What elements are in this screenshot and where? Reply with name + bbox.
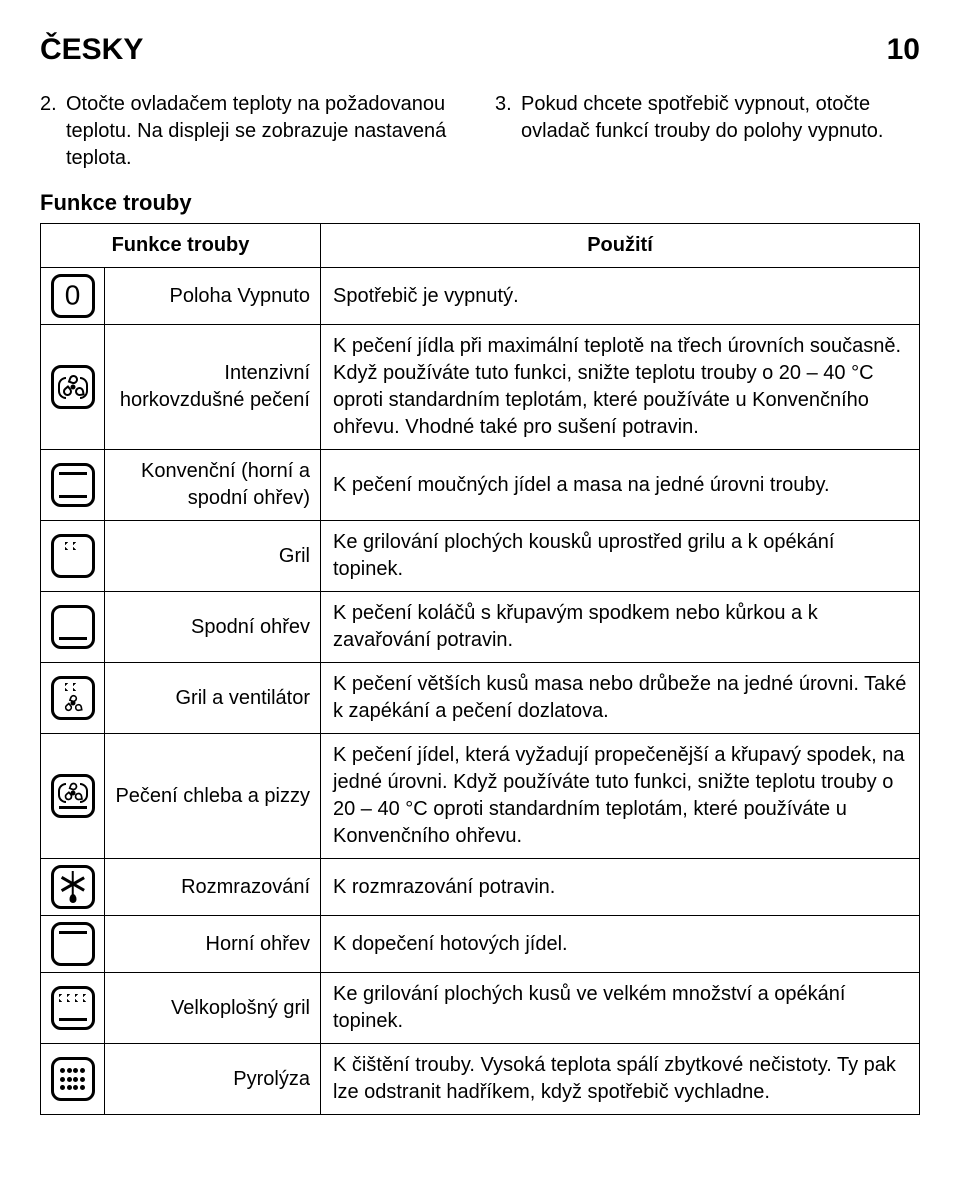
pizza-icon: [51, 774, 95, 818]
function-label: Pyrolýza: [105, 1044, 321, 1115]
function-desc: Ke grilování plochých kousků uprostřed g…: [321, 521, 920, 592]
page-header: ČESKY 10: [40, 30, 920, 71]
table-row: Pečení chleba a pizzy K pečení jídel, kt…: [41, 734, 920, 859]
table-row: Gril a ventilátor K pečení větších kusů …: [41, 663, 920, 734]
table-row: Konvenční (horní a spodní ohřev) K pečen…: [41, 450, 920, 521]
function-desc: K pečení moučných jídel a masa na jedné …: [321, 450, 920, 521]
function-label: Velkoplošný gril: [105, 973, 321, 1044]
table-row: 0 Poloha Vypnuto Spotřebič je vypnutý.: [41, 268, 920, 325]
function-label: Gril a ventilátor: [105, 663, 321, 734]
table-row: Velkoplošný gril Ke grilování plochých k…: [41, 973, 920, 1044]
conventional-icon: [51, 463, 95, 507]
list-number: 3.: [495, 91, 512, 118]
off-icon: 0: [51, 274, 95, 318]
function-label: Konvenční (horní a spodní ohřev): [105, 450, 321, 521]
function-label: Pečení chleba a pizzy: [105, 734, 321, 859]
top-heat-icon: [51, 922, 95, 966]
function-desc: K pečení větších kusů masa nebo drůbeže …: [321, 663, 920, 734]
pyrolysis-icon: [51, 1057, 95, 1101]
intro-columns: 2. Otočte ovladačem teploty na požadovan…: [40, 91, 920, 172]
function-label: Poloha Vypnuto: [105, 268, 321, 325]
table-row: Rozmrazování K rozmrazování potravin.: [41, 859, 920, 916]
table-head-function: Funkce trouby: [41, 224, 321, 268]
section-title: Funkce trouby: [40, 188, 920, 218]
fan-intensive-icon: [51, 365, 95, 409]
function-desc: Spotřebič je vypnutý.: [321, 268, 920, 325]
function-label: Rozmrazování: [105, 859, 321, 916]
table-row: Horní ohřev K dopečení hotových jídel.: [41, 916, 920, 973]
function-desc: K pečení koláčů s křupavým spodkem nebo …: [321, 592, 920, 663]
table-head-use: Použití: [321, 224, 920, 268]
table-row: Gril Ke grilování plochých kousků uprost…: [41, 521, 920, 592]
function-desc: K pečení jídel, která vyžadují propečeně…: [321, 734, 920, 859]
table-row: Pyrolýza K čištění trouby. Vysoká teplot…: [41, 1044, 920, 1115]
intro-right-text: Pokud chcete spotřebič vypnout, otočte o…: [521, 93, 883, 142]
function-label: Horní ohřev: [105, 916, 321, 973]
list-number: 2.: [40, 91, 57, 118]
function-desc: K dopečení hotových jídel.: [321, 916, 920, 973]
table-row: Spodní ohřev K pečení koláčů s křupavým …: [41, 592, 920, 663]
table-row: Intenzivní horkovzdušné pečení K pečení …: [41, 325, 920, 450]
large-grill-icon: [51, 986, 95, 1030]
bottom-heat-icon: [51, 605, 95, 649]
functions-table: Funkce trouby Použití 0 Poloha Vypnuto S…: [40, 223, 920, 1115]
header-language: ČESKY: [40, 30, 143, 71]
function-label: Intenzivní horkovzdušné pečení: [105, 325, 321, 450]
function-desc: K pečení jídla při maximální teplotě na …: [321, 325, 920, 450]
defrost-icon: [51, 865, 95, 909]
function-desc: Ke grilování plochých kusů ve velkém mno…: [321, 973, 920, 1044]
grill-icon: [51, 534, 95, 578]
function-label: Spodní ohřev: [105, 592, 321, 663]
grill-fan-icon: [51, 676, 95, 720]
function-desc: K rozmrazování potravin.: [321, 859, 920, 916]
function-label: Gril: [105, 521, 321, 592]
intro-left-text: Otočte ovladačem teploty na požadovanou …: [66, 93, 446, 169]
header-page-number: 10: [887, 30, 920, 71]
function-desc: K čištění trouby. Vysoká teplota spálí z…: [321, 1044, 920, 1115]
